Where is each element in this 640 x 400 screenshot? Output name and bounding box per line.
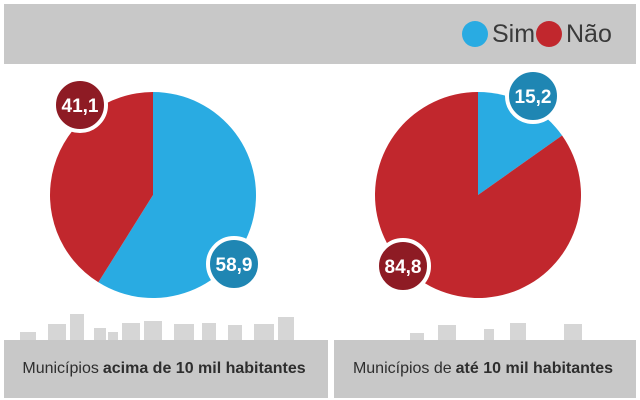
pie-chart-acima-10-mil: 58,9 41,1 <box>50 77 262 298</box>
pie-slice-nao <box>375 92 582 299</box>
data-label: 84,8 <box>385 257 422 278</box>
caption-bold: acima de 10 mil habitantes <box>102 360 306 377</box>
legend-header: Sim Não <box>4 4 636 64</box>
data-label-badge <box>206 236 262 292</box>
caption-ate-10-mil: Municípios de até 10 mil habitantes <box>334 340 636 398</box>
caption-acima-10-mil: Municípios acima de 10 mil habitantes <box>4 340 328 398</box>
legend-item-sim: Sim <box>462 20 535 48</box>
data-label-badge <box>375 238 431 294</box>
legend-label-sim: Sim <box>492 20 536 48</box>
legend-swatch-sim <box>462 21 488 47</box>
data-label: 15,2 <box>515 87 552 108</box>
legend-label-nao: Não <box>566 20 612 48</box>
legend-swatch-nao <box>536 21 562 47</box>
pie-chart-ate-10-mil: 15,2 84,8 <box>375 68 582 299</box>
data-label-badge <box>52 77 108 133</box>
caption-prefix: Municípios de <box>352 360 452 377</box>
data-label: 58,9 <box>216 255 253 276</box>
data-label-badge <box>505 68 561 124</box>
legend-item-nao: Não <box>536 20 612 48</box>
skyline-decoration <box>20 314 582 340</box>
data-label: 41,1 <box>62 96 99 117</box>
caption-bold: até 10 mil habitantes <box>455 360 614 377</box>
pie-slice-nao <box>50 92 154 283</box>
caption-prefix: Municípios <box>22 360 99 377</box>
